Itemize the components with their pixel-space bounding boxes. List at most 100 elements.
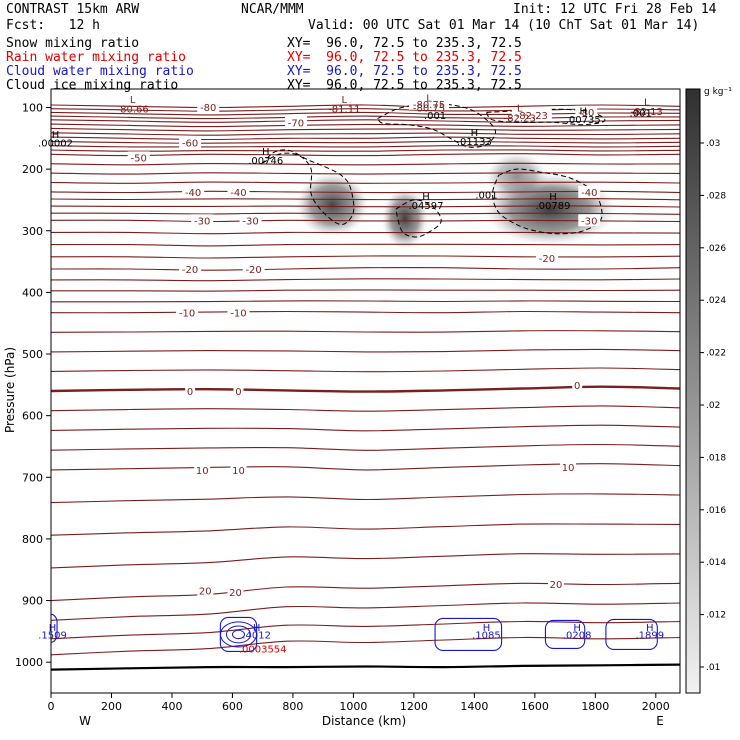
isotherm-line: [51, 367, 680, 373]
colorbar-unit: g kg⁻¹: [704, 87, 732, 97]
ice-maximum-value: .001: [424, 111, 446, 122]
x-tick-label: 2000: [642, 700, 670, 713]
isotherm-line: [51, 553, 680, 569]
minimum-value: -80.75: [413, 103, 445, 114]
ice-maximum-value: .00746: [248, 156, 283, 167]
colorbar-tick-label: .024: [706, 296, 726, 306]
y-tick-label: 600: [22, 410, 43, 423]
ice-maximum-marker: H: [471, 128, 479, 139]
contour-label-bg: [284, 116, 307, 129]
isotherm-label: -40: [185, 188, 201, 199]
contour-label-bg: [227, 185, 250, 198]
isotherm-line: [51, 278, 680, 282]
x-tick-label: 400: [161, 700, 182, 713]
ice-maximum-marker: H: [422, 192, 430, 203]
isotherm-line: [51, 153, 680, 157]
colorbar-tick-label: .01: [706, 663, 720, 673]
contour-label-bg: [578, 214, 601, 227]
isotherm-line: [51, 523, 680, 536]
isotherm-line: [51, 424, 680, 432]
x-tick-label: 0: [48, 700, 55, 713]
contour-label-bg: [194, 463, 211, 476]
snow-patch: [381, 188, 428, 249]
isotherm-line: [51, 123, 680, 128]
colorbar-tick-label: .02: [706, 401, 720, 411]
contour-label-bg: [227, 306, 250, 319]
isotherm-label: -30: [581, 216, 597, 227]
cloud-ice-contour: [262, 149, 355, 226]
cloud-water-maximum-marker: H: [253, 623, 261, 634]
y-tick-label: 300: [22, 225, 43, 238]
minimum-marker: L: [426, 94, 432, 105]
isotherm-label: 0: [574, 381, 580, 392]
contour-label-bg: [182, 185, 205, 198]
cloud-water-ring: [231, 629, 245, 640]
cloud-water-maximum-marker: H: [573, 623, 581, 634]
contour-label-bg: [535, 251, 558, 264]
isotherm-line: [51, 463, 680, 471]
cloud-ice-contour: [377, 103, 497, 148]
isotherm-label: -60: [182, 139, 198, 150]
y-tick-label: 500: [22, 348, 43, 361]
contour-label-bg: [176, 306, 199, 319]
colorbar: g kg⁻¹ .01 .012 .014 .016 .018 .02 .022 .024 .02…: [685, 87, 732, 694]
plot-frame: [50, 88, 681, 694]
colorbar-tick-label: .022: [706, 349, 726, 359]
x-axis-west-label: W: [79, 714, 91, 728]
ice-maximum-marker: H: [52, 130, 60, 141]
isotherm-line: [51, 602, 680, 621]
cloud-ice-contour: [395, 199, 442, 238]
ice-maximum-value: .001: [475, 190, 497, 201]
isotherm-line: [51, 493, 680, 504]
cloud-water-maximum-value: .1085: [472, 630, 501, 641]
x-axis-east-label: E: [656, 714, 664, 728]
isotherm-label: -82.23: [516, 111, 548, 122]
cloud-water-maximum-marker: H: [646, 623, 654, 634]
ice-maximum-value: .00789: [535, 201, 570, 212]
isotherm-label: -20: [245, 265, 261, 276]
ice-maximum-marker: H: [579, 107, 587, 118]
isotherm-line: [51, 162, 680, 166]
cloud-water-maximum-value: .0208: [563, 630, 592, 641]
isotherm-label: 20: [229, 588, 242, 599]
isotherm-line: [51, 198, 680, 201]
isotherm-label: -80.75: [413, 100, 445, 111]
contour-label-bg: [233, 385, 244, 397]
colorbar-tick-label: .014: [706, 558, 726, 568]
contour-label-bg: [197, 584, 214, 597]
field-label-snow: Snow mixing ratio: [6, 36, 140, 51]
cloud-water-maximum-value: .4012: [242, 630, 271, 641]
ice-maximum-value: .01133: [457, 137, 492, 148]
isotherm-line: [51, 231, 680, 235]
cloud-water-maximum-value: .1509: [38, 630, 67, 641]
y-tick-label: 800: [22, 533, 43, 546]
isotherm-line: [51, 289, 680, 292]
axes-layer: 0 200 400 600 800 1000 1200 1400 1600 1800 2000100…: [15, 101, 670, 713]
x-axis-label: Distance (km): [322, 714, 406, 728]
cloud-water-contour: [605, 618, 658, 650]
isotherm-line: [51, 300, 680, 303]
forecast-hour: Fcst: 12 h: [6, 18, 100, 33]
isotherm-line: [51, 205, 680, 208]
isotherm-label: 10: [196, 466, 209, 477]
field-xy-snow: XY= 96.0, 72.5 to 235.3, 72.5: [287, 36, 522, 51]
isotherm-label: -70: [288, 118, 304, 129]
contour-label-bg: [239, 214, 262, 227]
isotherm-label: 0: [187, 387, 193, 398]
isotherm-line: [51, 104, 680, 109]
isotherm-line: [51, 348, 680, 353]
contour-label-bg: [242, 262, 265, 275]
isotherm-line: [51, 636, 680, 656]
field-label-cloud-water: Cloud water mixing ratio: [6, 64, 194, 79]
ice-maximum-value: .04597: [408, 201, 443, 212]
ice-maximum-marker: H: [549, 192, 557, 203]
cloud-water-ring: [219, 621, 257, 648]
minimum-marker: L: [342, 95, 348, 106]
isotherm-label: 10: [232, 466, 245, 477]
isotherm-label: -30: [194, 216, 210, 227]
x-tick-label: 1800: [581, 700, 609, 713]
contour-label-bg: [560, 460, 577, 473]
isotherm-line: [51, 243, 680, 247]
ice-maximum-value: .001: [630, 108, 652, 119]
